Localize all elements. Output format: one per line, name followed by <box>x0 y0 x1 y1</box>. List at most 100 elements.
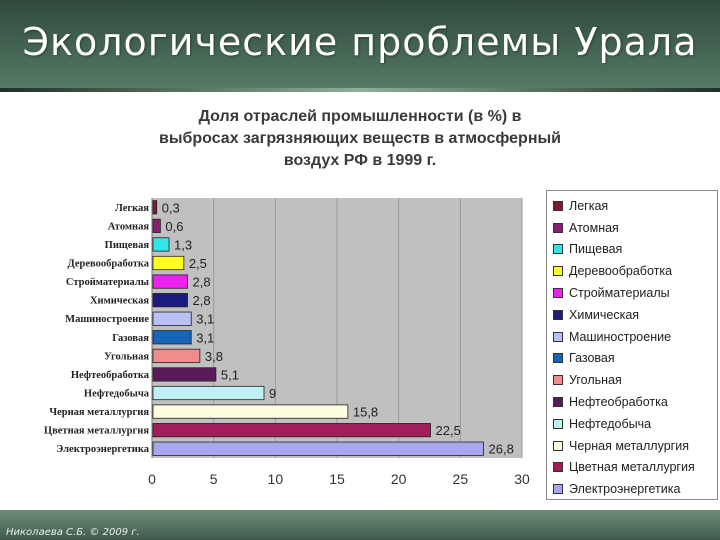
legend-item: Пищевая <box>553 239 711 261</box>
legend-label: Нефтеобработка <box>569 395 668 410</box>
bar-value-label: 22,5 <box>436 423 461 438</box>
y-category-label: Нефтеобработка <box>71 370 150 381</box>
legend-swatch <box>553 222 563 233</box>
bar-value-label: 15,8 <box>353 405 378 420</box>
legend-swatch <box>553 353 563 364</box>
bar-value-label: 26,8 <box>489 442 514 457</box>
legend-item: Черная металлургия <box>553 435 711 457</box>
y-category-label: Стройматериалы <box>66 277 149 288</box>
legend-item: Химическая <box>553 304 711 326</box>
legend-label: Нефтедобыча <box>569 416 652 431</box>
bar <box>152 348 201 363</box>
bar <box>152 385 265 401</box>
legend-swatch <box>553 418 563 429</box>
legend-item: Атомная <box>553 217 711 239</box>
legend-label: Цветная металлургия <box>569 460 695 475</box>
legend-item: Стройматериалы <box>553 282 711 304</box>
x-tick-label: 0 <box>148 471 156 487</box>
slide-title: Экологические проблемы Урала <box>22 20 698 64</box>
bar-value-label: 0,3 <box>162 200 180 215</box>
x-tick-label: 25 <box>453 471 469 487</box>
legend-item: Газовая <box>553 348 711 370</box>
y-category-label: Цветная металлургия <box>44 426 149 437</box>
legend-swatch <box>553 288 563 299</box>
bar <box>152 404 349 419</box>
bar-value-label: 9 <box>269 386 276 401</box>
legend-swatch <box>553 244 563 255</box>
chart-title-line-3: воздух РФ в 1999 г. <box>283 152 437 169</box>
chart-title-line-1: Доля отраслей промышленности (в %) в <box>198 108 522 125</box>
x-tick-label: 15 <box>329 471 345 487</box>
legend-swatch <box>553 375 563 386</box>
bar <box>152 330 192 345</box>
bar <box>152 218 161 233</box>
y-category-label: Машиностроение <box>65 314 149 325</box>
y-category-label: Электроэнергетика <box>56 444 150 455</box>
x-tick-label: 30 <box>514 471 530 487</box>
legend-label: Газовая <box>569 351 615 366</box>
legend-label: Пищевая <box>569 242 623 257</box>
legend-item: Цветная металлургия <box>553 457 711 479</box>
chart-title-line-2: выбросах загрязняющих веществ в атмосфер… <box>158 130 561 147</box>
bar <box>152 423 431 438</box>
y-category-label: Химическая <box>90 296 149 307</box>
bar <box>152 293 188 308</box>
legend-label: Электроэнергетика <box>569 482 681 497</box>
legend-item: Легкая <box>553 195 711 217</box>
y-category-label: Черная металлургия <box>49 407 149 418</box>
legend-item: Угольная <box>553 369 711 391</box>
legend-swatch <box>553 331 563 342</box>
y-category-label: Атомная <box>108 221 150 232</box>
slide-footer-band <box>0 510 720 540</box>
chart-title: Доля отраслей промышленности (в %) в выб… <box>100 106 620 172</box>
bar <box>152 255 185 271</box>
header-divider <box>0 88 720 92</box>
bar <box>152 441 484 456</box>
legend-label: Стройматериалы <box>569 286 670 301</box>
bar-value-label: 3,8 <box>205 349 223 364</box>
legend-label: Химическая <box>569 307 640 322</box>
bar <box>152 311 192 326</box>
y-category-label: Пищевая <box>105 240 150 251</box>
bar-value-label: 0,6 <box>165 219 183 234</box>
bar-value-label: 3,1 <box>196 312 214 327</box>
legend-item: Машиностроение <box>553 326 711 348</box>
legend-swatch <box>553 309 563 320</box>
legend-item: Нефтедобыча <box>553 413 711 435</box>
y-category-label: Газовая <box>112 333 149 344</box>
legend-label: Деревообработка <box>569 264 673 279</box>
legend-swatch <box>553 440 563 451</box>
x-tick-label: 10 <box>268 471 284 487</box>
legend-label: Атомная <box>569 220 619 235</box>
y-category-label: Легкая <box>115 203 149 214</box>
y-category-label: Угольная <box>104 351 149 362</box>
bar-value-label: 1,3 <box>174 237 192 252</box>
legend-item: Электроэнергетика <box>553 478 711 500</box>
bar-value-label: 3,1 <box>196 330 214 345</box>
legend-item: Деревообработка <box>553 260 711 282</box>
legend-label: Легкая <box>569 198 609 213</box>
legend-swatch <box>553 462 563 473</box>
bar-value-label: 2,5 <box>189 256 207 271</box>
legend-swatch <box>553 266 563 277</box>
bar <box>152 200 158 215</box>
y-category-label: Деревообработка <box>68 259 150 270</box>
legend-item: Нефтеобработка <box>553 391 711 413</box>
legend-label: Машиностроение <box>569 329 672 344</box>
footer-credit: Николаева С.Б. © 2009 г. <box>6 527 140 538</box>
legend-label: Черная металлургия <box>569 438 689 453</box>
bar-value-label: 5,1 <box>221 367 239 382</box>
bar <box>152 274 188 289</box>
legend-swatch <box>553 484 563 495</box>
bar-value-label: 2,8 <box>193 275 211 290</box>
legend-label: Угольная <box>569 373 622 388</box>
legend-swatch <box>553 200 563 211</box>
bar <box>152 367 217 382</box>
x-tick-label: 20 <box>391 471 407 487</box>
chart-legend: Легкая Атомная Пищевая Деревообработка Строй… <box>546 190 718 500</box>
slide-header-band <box>0 0 720 92</box>
y-category-label: Нефтедобыча <box>84 389 150 400</box>
bar-value-label: 2,8 <box>193 293 211 308</box>
legend-swatch <box>553 397 563 408</box>
